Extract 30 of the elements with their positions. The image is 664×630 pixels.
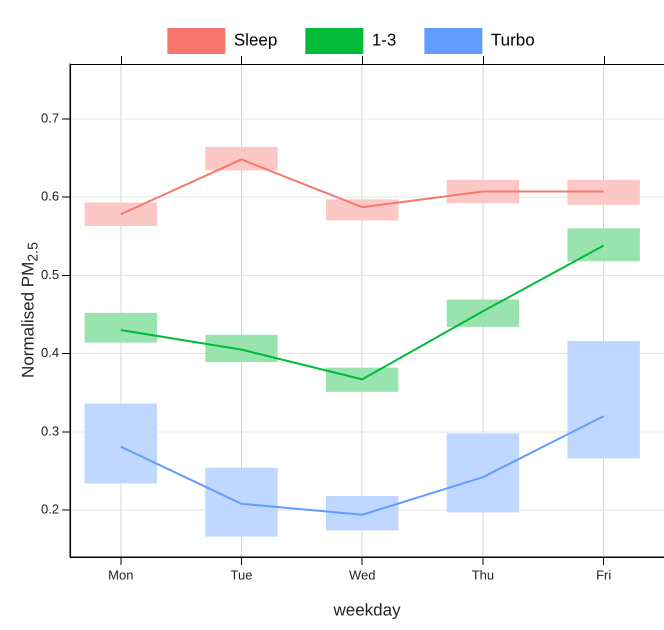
- x-tick-label: Mon: [108, 567, 134, 582]
- bar: [205, 468, 278, 537]
- x-axis-title: weekday: [332, 600, 402, 620]
- bar: [205, 334, 278, 362]
- y-tick-label: 0.4: [40, 345, 60, 360]
- y-tick-label: 0.3: [40, 423, 60, 438]
- legend-label: Sleep: [234, 30, 278, 50]
- bar: [446, 433, 520, 512]
- x-tick-label: Tue: [230, 567, 252, 582]
- x-tick-label: Thu: [472, 567, 494, 582]
- x-tick-label: Wed: [348, 567, 376, 582]
- legend-label: Turbo: [490, 30, 535, 50]
- y-tick-label: 0.6: [40, 188, 60, 204]
- bar: [84, 202, 157, 226]
- bar: [567, 341, 640, 458]
- bar: [326, 496, 398, 530]
- y-tick-label: 0.7: [40, 110, 60, 126]
- bar: [326, 368, 398, 392]
- bar: [567, 180, 640, 205]
- y-tick-label: 0.5: [40, 266, 60, 282]
- bar: [446, 180, 520, 204]
- bar: [326, 199, 398, 221]
- legend-label: 1-3: [372, 30, 396, 50]
- bar: [84, 404, 157, 484]
- bar: [84, 312, 157, 343]
- x-tick-label: Fri: [596, 567, 612, 582]
- bar: [446, 300, 520, 327]
- bar: [567, 228, 640, 262]
- bar: [205, 146, 278, 170]
- y-tick-label: 0.2: [40, 502, 60, 517]
